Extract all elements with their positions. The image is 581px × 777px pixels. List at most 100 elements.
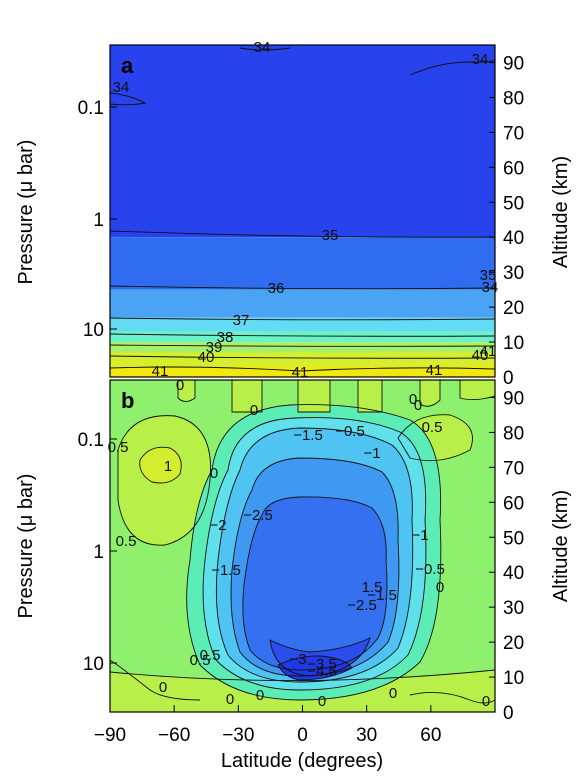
contour-label: 41 (480, 343, 497, 360)
contour-label: 35 (480, 267, 497, 284)
contour-label: −1.5 (211, 562, 241, 579)
altitude-tick-label: 60 (503, 158, 524, 179)
contour-line-neg-3 (269, 637, 371, 677)
panel-a-right-axis-title: Altitude (km) (550, 156, 572, 268)
contour-line-41 (110, 366, 495, 372)
latitude-tick-label: −60 (158, 725, 190, 746)
altitude-tick-label: 70 (503, 458, 524, 479)
x-axis-title: Latitude (degrees) (221, 750, 383, 772)
pressure-tick-label: 0.1 (78, 98, 104, 119)
contour-label: 41 (426, 362, 443, 379)
altitude-tick-label: 0 (503, 368, 514, 389)
contour-line-plumes (177, 380, 495, 413)
contour-line-neg-2 (230, 457, 400, 677)
band-level-41 (110, 366, 495, 377)
altitude-tick-label: 20 (503, 298, 524, 319)
contour-line-neg-2.5 (242, 496, 388, 671)
band-level-38 (110, 331, 495, 343)
pressure-tick-label: 1 (93, 210, 104, 231)
contour-line-38 (110, 333, 495, 337)
contour-label: −4.5 (307, 663, 337, 680)
panel-a-letter: a (121, 53, 134, 78)
pressure-tick-label: 10 (83, 654, 104, 675)
contour-line-34-left (110, 92, 147, 106)
contour-label: −2.5 (347, 597, 377, 614)
altitude-tick-label: 30 (503, 598, 524, 619)
contour-line-neg-4 (277, 655, 353, 681)
panel-b-contour-lines (110, 380, 495, 704)
field-plume-3 (298, 380, 330, 412)
contour-line-34-right (409, 59, 495, 76)
panel-b-right-axis-title: Altitude (km) (550, 490, 572, 602)
contour-line-0-bottom (110, 669, 495, 681)
contour-label: 39 (206, 339, 223, 356)
band-level-37 (110, 317, 495, 332)
altitude-tick-label: 70 (503, 123, 524, 144)
band-level-36 (110, 289, 495, 318)
field-plume-4 (358, 380, 382, 412)
panel-a-frame (109, 44, 496, 378)
altitude-tick-label: 40 (503, 563, 524, 584)
panel-b-left-axis-title: Pressure (μ bar) (15, 474, 37, 619)
field-plume-1 (178, 380, 195, 402)
altitude-tick-label: 10 (503, 333, 524, 354)
contour-label: 38 (217, 329, 234, 346)
altitude-tick-label: 90 (503, 53, 524, 74)
contour-line-1-left (139, 446, 182, 484)
contour-label: 36 (268, 280, 285, 297)
contour-label: −1.5 (367, 587, 397, 604)
contour-label: 0 (389, 685, 397, 702)
contour-label: 1 (164, 458, 172, 475)
contour-label: 0 (318, 693, 326, 710)
contour-label: 0 (250, 402, 258, 419)
panel-b: b 0.510.500000.5−0.5−1−1.5−2−2.5−1.5−2.5… (78, 377, 525, 746)
contour-label: 0 (210, 465, 218, 482)
altitude-tick-label: 50 (503, 193, 524, 214)
contour-label: 34 (482, 279, 499, 296)
pressure-tick-label: 10 (83, 320, 104, 341)
contour-label: −3 (289, 651, 306, 668)
field-plume-6 (460, 380, 495, 400)
contour-label: −2 (209, 517, 226, 534)
altitude-tick-label: 80 (503, 423, 524, 444)
contour-label: 0 (176, 377, 184, 394)
contour-line-neg-1.5 (215, 427, 414, 683)
altitude-tick-label: 0 (503, 703, 514, 724)
contour-line-neg-0.5 (186, 404, 442, 701)
band-level-34 (110, 45, 495, 238)
contour-label: 0 (414, 397, 422, 414)
contour-label: −1.5 (293, 427, 323, 444)
panel-b-color-field (110, 380, 495, 712)
contour-label: −1 (411, 527, 428, 544)
contour-line-neg-1 (202, 417, 427, 691)
field-plume-5 (420, 380, 440, 407)
altitude-tick-label: 80 (503, 88, 524, 109)
altitude-tick-label: 20 (503, 633, 524, 654)
contour-label: 0.5 (200, 647, 221, 664)
contour-line-wiggle-left (110, 659, 201, 701)
panel-b-letter: b (121, 388, 134, 413)
panel-a-contour-lines (110, 47, 495, 372)
contour-label: 34 (472, 51, 489, 68)
band-level-39 (110, 342, 495, 353)
contour-line-wiggle-right (409, 691, 495, 704)
contour-label: 0 (409, 391, 417, 408)
contour-line-37 (110, 317, 495, 321)
contour-label: −1 (363, 445, 380, 462)
band-level-35 (110, 237, 495, 290)
panel-a-color-bands (110, 45, 495, 377)
altitude-tick-label: 10 (503, 668, 524, 689)
band-level-40 (110, 352, 495, 367)
contour-line-34-top (239, 47, 291, 51)
contour-label: 37 (233, 312, 250, 329)
altitude-tick-label: 30 (503, 263, 524, 284)
contour-label: −0.5 (335, 423, 365, 440)
latitude-tick-label: −30 (222, 725, 254, 746)
pressure-tick-label: 0.1 (78, 430, 104, 451)
contour-label: 35 (322, 227, 339, 244)
pressure-tick-label: 1 (93, 542, 104, 563)
contour-line-40 (110, 355, 495, 359)
